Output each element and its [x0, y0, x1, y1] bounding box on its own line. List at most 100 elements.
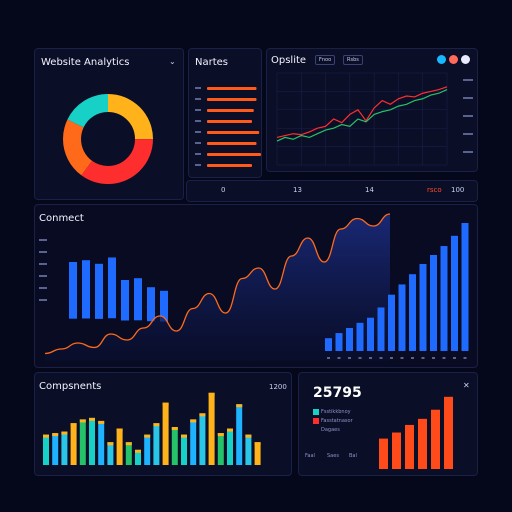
stats-panel: 25795 ✕ Fsstikkbnoy Fasstatnasor Dagaes … — [298, 372, 478, 476]
component-bar-cap — [162, 402, 169, 406]
color-dot-icon[interactable] — [437, 55, 446, 64]
component-bar-cap — [144, 434, 151, 438]
stats-foot-1: Faal — [305, 453, 315, 459]
contract-panel: Conmect — [34, 204, 478, 368]
growth-bar — [325, 338, 332, 351]
options-line-chart — [276, 72, 473, 166]
line-series — [276, 86, 448, 138]
color-dot-icon[interactable] — [461, 55, 470, 64]
donut-chart — [63, 94, 153, 184]
stats-bar — [444, 396, 453, 469]
contract-bar — [147, 287, 155, 322]
component-bar — [107, 442, 114, 465]
close-icon[interactable]: ✕ — [463, 381, 470, 390]
stats-legend-3: Dagaes — [321, 427, 340, 433]
component-bar — [144, 434, 151, 465]
axis-tick — [327, 357, 330, 359]
metric-tick — [195, 87, 201, 89]
component-bar — [135, 449, 141, 465]
stats-bar — [431, 409, 440, 469]
growth-bar — [430, 255, 437, 351]
metrics-panel: Nartes — [188, 48, 262, 178]
axis-tick — [400, 357, 404, 359]
axis-tick — [39, 299, 47, 301]
component-bar-cap — [181, 434, 187, 438]
axis-tick — [369, 357, 372, 359]
axis-tick — [463, 151, 473, 153]
stats-bar — [392, 432, 401, 469]
contract-bars — [39, 239, 168, 322]
metric-bar — [207, 164, 252, 167]
component-bar — [79, 419, 86, 465]
component-bar — [70, 423, 77, 465]
component-bar-cap — [43, 434, 49, 438]
stats-bar — [379, 438, 388, 469]
contract-bar — [69, 262, 77, 319]
axis-tick — [411, 357, 414, 359]
component-bar — [89, 417, 95, 465]
growth-bar — [356, 322, 364, 351]
growth-bar — [388, 294, 395, 351]
axis-tick — [442, 357, 446, 359]
axis-tick — [39, 239, 47, 241]
component-bar — [162, 402, 169, 465]
component-bar-cap — [52, 433, 59, 437]
contract-bar — [121, 280, 129, 321]
component-bar-cap — [254, 442, 261, 446]
growth-bar — [451, 235, 458, 351]
component-bar — [190, 419, 197, 465]
component-bar — [116, 428, 123, 465]
axis-tick — [463, 357, 467, 359]
components-title: Compsnents — [39, 381, 102, 392]
axis-tick — [348, 357, 351, 359]
component-bar-cap — [171, 427, 178, 430]
components-panel: Compsnents 1200 — [34, 372, 292, 476]
axis-tick — [463, 97, 473, 99]
axis-tick — [463, 133, 473, 135]
stats-bar — [405, 424, 414, 469]
color-dot-icon[interactable] — [449, 55, 458, 64]
legend-swatch-teal — [313, 409, 319, 415]
component-bar — [254, 442, 261, 465]
stats-foot-2: Saes — [327, 453, 339, 459]
axis-tick — [453, 357, 456, 359]
component-bar-cap — [61, 431, 68, 435]
metrics-bars — [195, 87, 261, 167]
metric-bar — [207, 131, 260, 134]
component-bar — [153, 423, 160, 465]
tab-fnoo[interactable]: Fnoo — [315, 55, 336, 65]
metric-tick — [195, 164, 201, 166]
axis-tick — [432, 357, 435, 359]
component-bar-cap — [199, 413, 206, 417]
component-bar-cap — [125, 442, 132, 446]
growth-bar — [461, 223, 469, 351]
components-bars — [43, 392, 261, 465]
component-bar-cap — [135, 449, 141, 453]
component-bar-cap — [107, 442, 114, 446]
strip-label-4: rsco — [427, 186, 442, 194]
donut-slice — [63, 94, 153, 184]
component-bar — [217, 433, 224, 465]
components-right-label: 1200 — [269, 383, 287, 391]
metric-bar — [207, 98, 257, 101]
growth-bar — [367, 317, 374, 351]
growth-bar — [440, 246, 448, 351]
component-bar — [199, 413, 206, 465]
component-bar — [227, 428, 233, 465]
strip-label-3: 14 — [365, 186, 374, 194]
axis-tick — [421, 357, 425, 359]
component-bar — [98, 420, 105, 465]
analytics-panel: Website Analytics ⌄ — [34, 48, 184, 200]
tab-rsbs[interactable]: Rsbs — [343, 55, 363, 65]
axis-tick — [39, 275, 47, 277]
axis-tick — [337, 357, 341, 359]
axis-tick — [463, 115, 473, 117]
metric-bar — [207, 120, 252, 123]
stats-bars — [379, 396, 453, 469]
contract-bar — [82, 260, 90, 319]
growth-bar — [409, 274, 416, 351]
chevron-down-icon[interactable]: ⌄ — [169, 57, 176, 66]
area-chart — [44, 213, 391, 361]
growth-bars — [325, 223, 469, 359]
axis-tick — [390, 357, 393, 359]
